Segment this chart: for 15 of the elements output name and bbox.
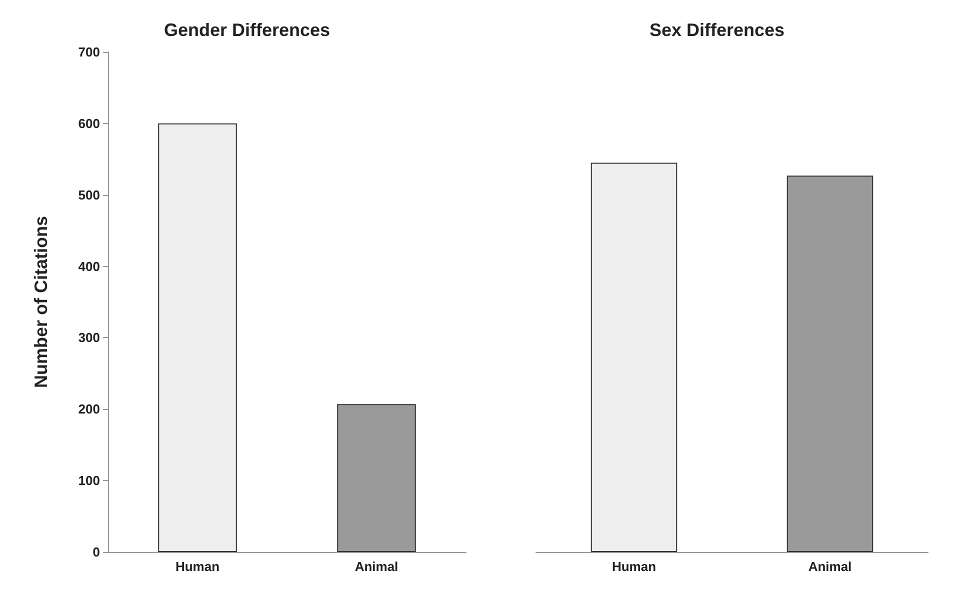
x-tick-label: Animal bbox=[808, 559, 852, 574]
y-tick-label: 100 bbox=[78, 473, 100, 488]
y-tick-label: 0 bbox=[92, 544, 100, 560]
y-tick-label: 400 bbox=[78, 258, 100, 274]
x-tick-label: Human bbox=[175, 559, 220, 574]
chart-title: Gender Differences bbox=[164, 20, 330, 40]
y-tick-label: 200 bbox=[78, 402, 100, 417]
y-axis-title: Number of Citations bbox=[31, 216, 51, 388]
x-tick-label: Animal bbox=[354, 559, 398, 574]
y-tick-label: 600 bbox=[78, 116, 100, 131]
chart-title: Sex Differences bbox=[649, 20, 785, 40]
y-tick-label: 700 bbox=[78, 44, 100, 60]
x-tick-label: Human bbox=[612, 559, 656, 574]
y-tick-label: 300 bbox=[78, 330, 100, 346]
y-tick-label: 500 bbox=[78, 187, 100, 202]
